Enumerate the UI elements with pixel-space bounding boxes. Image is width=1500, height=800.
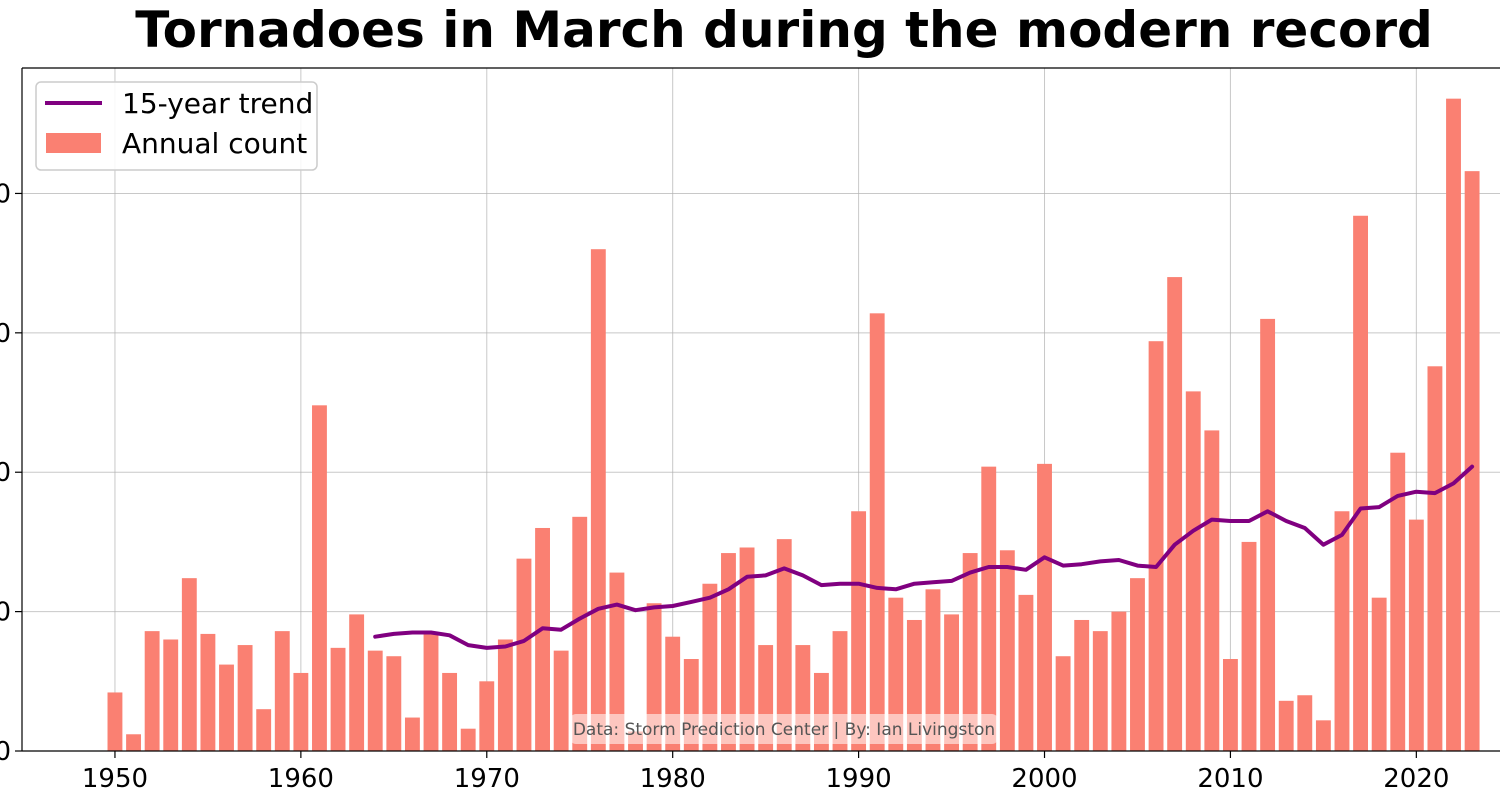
bar	[349, 614, 365, 751]
bar	[721, 553, 736, 751]
bar	[553, 650, 569, 751]
bar	[739, 547, 755, 751]
bar	[1353, 215, 1369, 751]
bar	[274, 631, 290, 751]
bar	[181, 578, 197, 751]
legend-frame	[35, 81, 318, 171]
bar-series	[107, 98, 1480, 752]
bar	[869, 313, 885, 751]
bar	[107, 692, 123, 751]
bar	[1446, 98, 1461, 752]
bar	[888, 597, 904, 751]
bar	[256, 709, 272, 751]
bar	[1204, 430, 1220, 751]
bar	[609, 572, 625, 751]
bar	[516, 558, 532, 751]
bar	[1074, 619, 1090, 751]
bar	[925, 589, 941, 751]
legend-bar-label: Annual count	[122, 127, 307, 160]
y-axis-ticks: 0 50 100 150 200	[0, 179, 22, 767]
bar	[200, 633, 216, 751]
bar	[293, 672, 309, 751]
trend-line	[373, 464, 1475, 650]
y-tick-label: 50	[0, 598, 11, 628]
x-axis-ticks: 1950 1960 1970 1980 1990 2000 2010 2020	[82, 751, 1449, 794]
bar	[1297, 695, 1313, 751]
y-tick-label: 100	[0, 458, 11, 488]
bar	[702, 583, 718, 751]
credit-background	[570, 714, 998, 744]
bar	[367, 650, 383, 751]
legend-trend-label: 15-year trend	[122, 87, 313, 120]
bar	[126, 734, 141, 751]
credit-box: Data: Storm Prediction Center | By: Ian …	[570, 714, 998, 744]
x-tick-label: 1950	[82, 764, 148, 794]
bar	[497, 639, 513, 751]
bar	[442, 672, 458, 751]
bar	[144, 631, 160, 751]
bar	[1018, 594, 1034, 751]
bar	[1315, 720, 1331, 751]
bar	[423, 633, 439, 751]
bar	[981, 466, 997, 751]
bar	[1167, 277, 1183, 751]
bar	[163, 639, 179, 751]
bar	[1148, 341, 1164, 751]
bar	[1130, 578, 1145, 751]
bar	[535, 527, 550, 751]
y-tick-label: 150	[0, 319, 11, 349]
bar	[1092, 631, 1108, 751]
x-tick-label: 2010	[1197, 764, 1263, 794]
bar	[386, 656, 402, 751]
x-tick-label: 2020	[1383, 764, 1449, 794]
bar	[1037, 463, 1052, 751]
bar	[851, 511, 867, 751]
x-tick-label: 1980	[640, 764, 706, 794]
bar	[460, 728, 476, 751]
bar	[590, 249, 606, 751]
bar	[312, 405, 327, 751]
bar	[1390, 452, 1406, 751]
bar	[1278, 700, 1294, 751]
bar	[1334, 511, 1350, 751]
bar	[237, 645, 253, 751]
bar	[1241, 541, 1257, 751]
bar	[999, 550, 1015, 751]
bar	[219, 664, 234, 751]
bar	[962, 553, 978, 751]
axes	[21, 67, 1500, 752]
legend: 15-year trend Annual count	[35, 81, 318, 171]
legend-bar-swatch	[46, 133, 101, 153]
chart-title: Tornadoes in March during the modern rec…	[135, 1, 1433, 59]
bar	[330, 647, 346, 751]
bar	[1260, 318, 1276, 751]
bar	[1185, 391, 1201, 751]
bar	[776, 539, 792, 751]
bar	[1408, 519, 1424, 751]
credit-text: Data: Storm Prediction Center | By: Ian …	[573, 720, 995, 740]
y-tick-label: 0	[0, 737, 11, 767]
bar	[1111, 611, 1127, 751]
bar	[572, 516, 588, 751]
x-tick-label: 1990	[826, 764, 892, 794]
bar	[1222, 659, 1238, 751]
trend-series	[373, 464, 1475, 650]
bar	[1055, 656, 1071, 751]
bar	[1371, 597, 1387, 751]
x-tick-label: 1960	[268, 764, 334, 794]
x-tick-label: 1970	[454, 764, 520, 794]
x-tick-label: 2000	[1011, 764, 1077, 794]
bar	[479, 681, 495, 751]
y-tick-label: 200	[0, 179, 11, 209]
bar	[1464, 171, 1480, 751]
bar	[1427, 366, 1443, 751]
bar	[404, 717, 420, 751]
